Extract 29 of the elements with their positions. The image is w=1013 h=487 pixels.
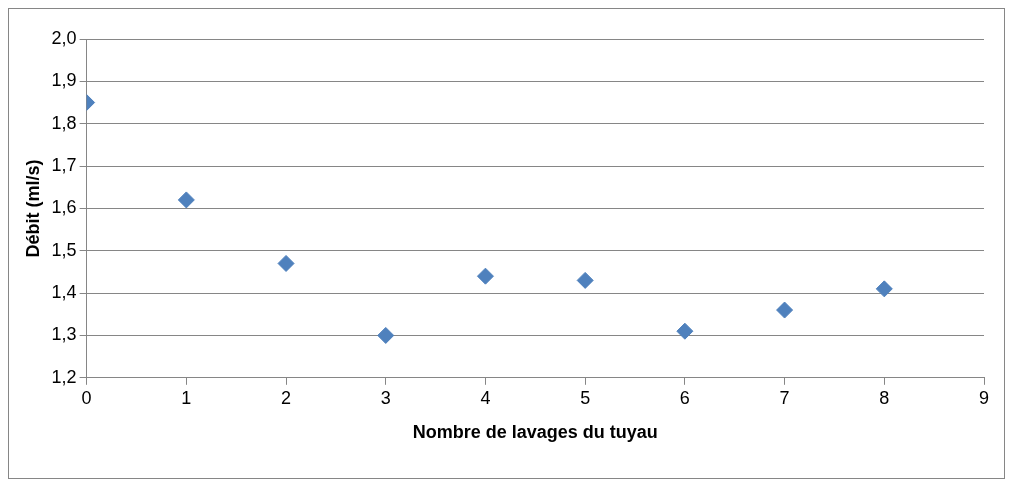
y-tick-label: 2,0 bbox=[51, 27, 77, 48]
point bbox=[676, 322, 694, 340]
x-tick-label: 7 bbox=[779, 387, 790, 408]
point bbox=[776, 301, 794, 319]
x-tick-label: 2 bbox=[281, 387, 292, 408]
x-tick-label: 5 bbox=[580, 387, 591, 408]
y-tick-label: 1,4 bbox=[51, 282, 77, 303]
y-tick-label: 1,5 bbox=[51, 239, 77, 260]
y-tick-label: 1,7 bbox=[51, 155, 77, 176]
point bbox=[476, 267, 494, 285]
x-axis-title: Nombre de lavages du tuyau bbox=[412, 422, 658, 443]
x-tick-label: 4 bbox=[480, 387, 491, 408]
point bbox=[277, 254, 295, 272]
point bbox=[377, 326, 395, 344]
x-tick-label: 9 bbox=[978, 387, 990, 408]
y-axis-title: Débit (ml/s) bbox=[22, 159, 43, 258]
x-tick-label: 8 bbox=[879, 387, 890, 408]
point bbox=[875, 280, 893, 298]
x-tick-label: 3 bbox=[380, 387, 391, 408]
y-tick-label: 1,9 bbox=[51, 70, 77, 91]
x-tick-label: 6 bbox=[679, 387, 690, 408]
x-tick-label: 0 bbox=[81, 387, 92, 408]
x-tick-label: 1 bbox=[181, 387, 192, 408]
y-tick-label: 1,2 bbox=[51, 366, 77, 387]
y-tick-label: 1,6 bbox=[51, 197, 77, 218]
y-tick-label: 1,3 bbox=[51, 324, 77, 345]
y-tick-label: 1,8 bbox=[51, 112, 77, 133]
point bbox=[576, 271, 594, 289]
point bbox=[177, 191, 195, 209]
